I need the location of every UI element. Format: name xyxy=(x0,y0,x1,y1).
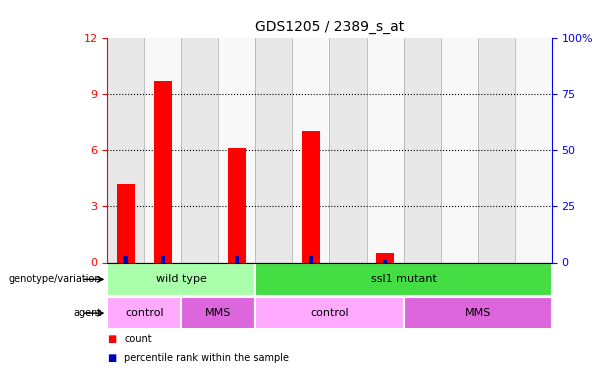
Bar xyxy=(478,38,515,262)
Bar xyxy=(376,253,394,262)
Bar xyxy=(154,81,172,262)
Bar xyxy=(218,38,256,262)
Bar xyxy=(515,38,552,262)
Text: ■: ■ xyxy=(107,353,116,363)
Text: agent: agent xyxy=(73,308,101,318)
Bar xyxy=(256,38,292,262)
Text: count: count xyxy=(124,334,152,344)
Bar xyxy=(144,38,181,262)
Bar xyxy=(107,297,181,329)
Text: ssl1 mutant: ssl1 mutant xyxy=(371,274,436,284)
Bar xyxy=(116,184,135,262)
Bar xyxy=(256,297,403,329)
Bar xyxy=(235,256,239,262)
Bar xyxy=(181,297,256,329)
Title: GDS1205 / 2389_s_at: GDS1205 / 2389_s_at xyxy=(255,20,404,34)
Bar xyxy=(367,38,403,262)
Bar xyxy=(302,131,320,262)
Bar xyxy=(403,297,552,329)
Bar xyxy=(441,38,478,262)
Bar xyxy=(330,38,367,262)
Bar xyxy=(292,38,330,262)
Bar xyxy=(403,38,441,262)
Bar xyxy=(107,263,256,296)
Bar xyxy=(383,260,387,262)
Bar xyxy=(256,263,552,296)
Text: control: control xyxy=(310,308,349,318)
Text: MMS: MMS xyxy=(465,308,491,318)
Text: percentile rank within the sample: percentile rank within the sample xyxy=(124,353,289,363)
Bar xyxy=(227,148,246,262)
Bar xyxy=(107,38,144,262)
Bar xyxy=(309,256,313,262)
Text: wild type: wild type xyxy=(156,274,207,284)
Text: ■: ■ xyxy=(107,334,116,344)
Text: MMS: MMS xyxy=(205,308,232,318)
Text: control: control xyxy=(125,308,164,318)
Bar xyxy=(123,256,128,262)
Bar xyxy=(161,256,165,262)
Text: genotype/variation: genotype/variation xyxy=(9,274,101,284)
Bar xyxy=(181,38,218,262)
